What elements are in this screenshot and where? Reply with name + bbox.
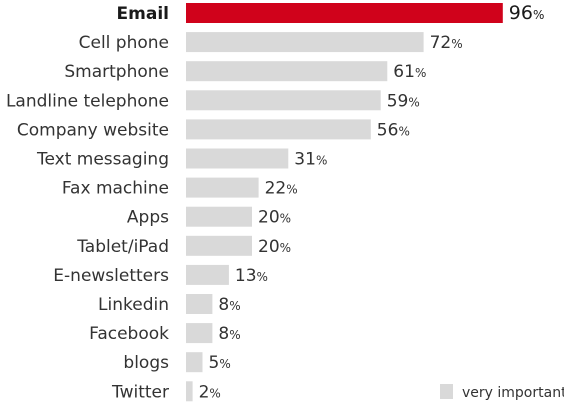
bar-8	[186, 235, 252, 256]
category-label-3: Landline telephone	[6, 91, 169, 111]
category-label-8: Tablet/iPad	[76, 237, 169, 257]
bar-2	[186, 61, 388, 82]
value-label-9: 13%	[235, 266, 268, 286]
legend-label: very important	[462, 385, 564, 401]
category-label-12: blogs	[123, 353, 169, 373]
value-label-3: 59%	[387, 91, 420, 111]
bar-9	[186, 264, 229, 285]
category-label-9: E-newsletters	[53, 266, 169, 286]
bar-0	[186, 3, 503, 23]
category-label-13: Twitter	[111, 382, 169, 402]
value-label-1: 72%	[430, 33, 463, 53]
bar-11	[186, 323, 213, 344]
value-label-6: 22%	[265, 179, 298, 199]
bar-7	[186, 206, 252, 227]
category-label-6: Fax machine	[62, 179, 169, 199]
category-label-4: Company website	[17, 120, 169, 140]
category-label-2: Smartphone	[64, 62, 169, 82]
value-label-11: 8%	[218, 324, 240, 344]
category-label-11: Facebook	[89, 324, 169, 344]
category-label-5: Text messaging	[36, 150, 169, 170]
category-label-1: Cell phone	[79, 33, 169, 53]
bar-3	[186, 90, 381, 111]
bar-4	[186, 119, 371, 140]
value-label-10: 8%	[218, 295, 240, 315]
bar-5	[186, 148, 289, 169]
bar-1	[186, 32, 424, 53]
value-label-2: 61%	[393, 62, 426, 82]
bars-group: Email 96% Cell phone 72% Smartphone 61% Landli…	[6, 2, 544, 402]
bar-10	[186, 294, 213, 314]
value-label-4: 56%	[377, 120, 410, 140]
category-label-0: Email	[117, 4, 169, 24]
value-label-5: 31%	[294, 150, 327, 170]
value-label-12: 5%	[209, 353, 231, 373]
bar-13	[186, 381, 193, 402]
bar-6	[186, 177, 259, 198]
value-label-8: 20%	[258, 237, 291, 257]
category-label-7: Apps	[127, 208, 169, 228]
value-label-7: 20%	[258, 208, 291, 228]
legend: very important	[440, 384, 564, 401]
value-label-0: 96%	[509, 2, 545, 24]
value-label-13: 2%	[199, 382, 221, 402]
legend-swatch	[440, 384, 453, 399]
bar-12	[186, 352, 203, 373]
category-label-10: Linkedin	[98, 295, 169, 315]
